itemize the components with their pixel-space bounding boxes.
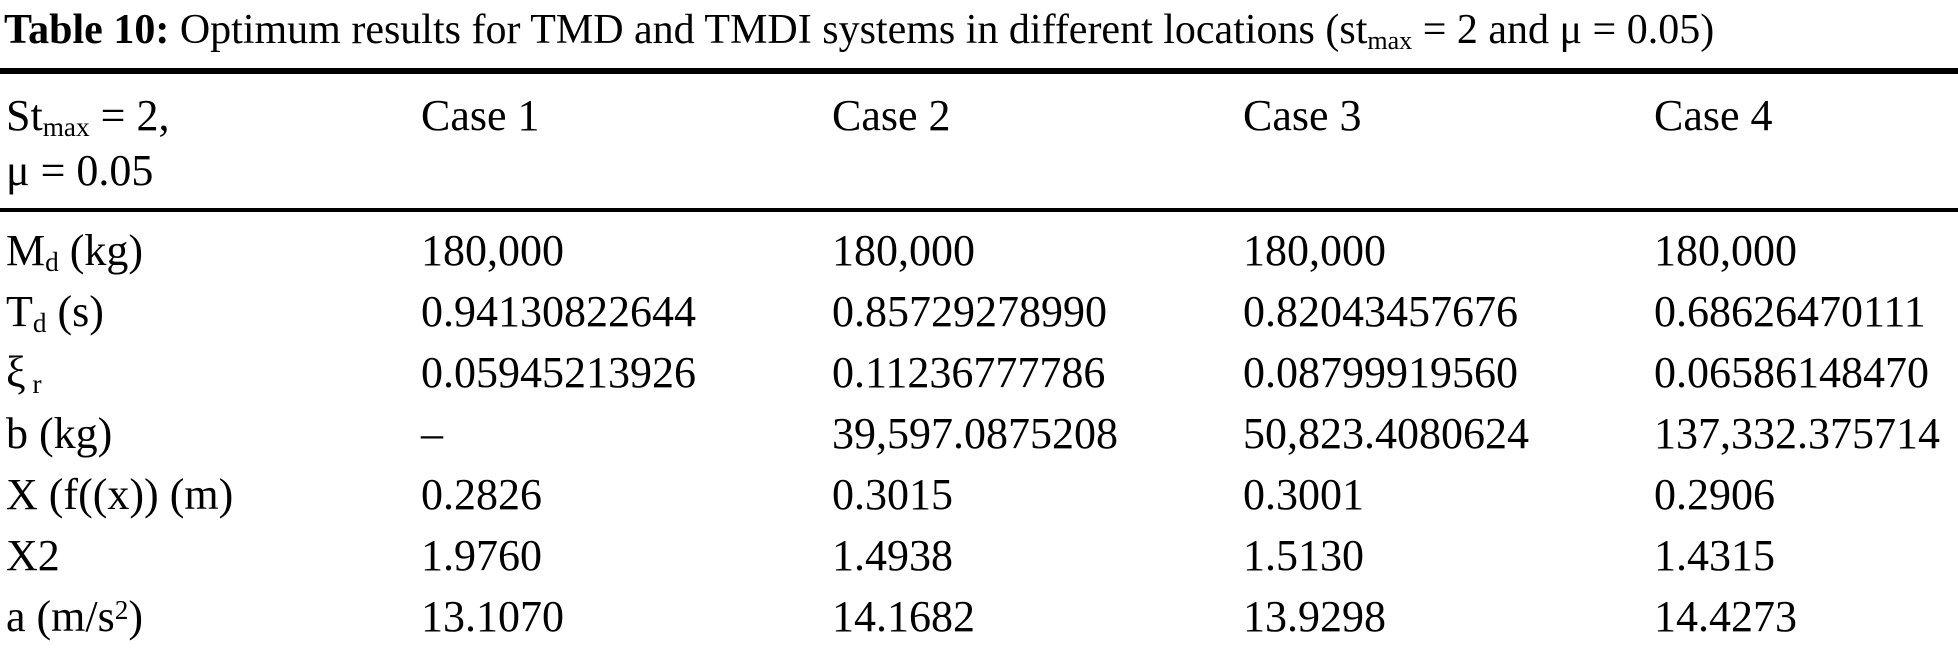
value-cell: 13.9298 bbox=[1243, 592, 1386, 641]
column-header-case1: Case 1 bbox=[421, 71, 832, 212]
value-cell: – bbox=[421, 409, 443, 458]
value-cell: 1.4938 bbox=[832, 531, 953, 580]
row-label: Td (s) bbox=[6, 287, 104, 338]
value-cell: 180,000 bbox=[832, 226, 975, 275]
value-cell: 0.68626470111 bbox=[1654, 287, 1926, 336]
table-row: Td (s) 0.94130822644 0.85729278990 0.820… bbox=[0, 281, 1958, 342]
column-header-case3: Case 3 bbox=[1243, 71, 1654, 212]
value-cell: 180,000 bbox=[421, 226, 564, 275]
value-cell: 180,000 bbox=[1654, 226, 1797, 275]
value-cell: 1.4315 bbox=[1654, 531, 1775, 580]
table-row: ξ r 0.05945213926 0.11236777786 0.087999… bbox=[0, 342, 1958, 403]
value-cell: 0.05945213926 bbox=[421, 348, 696, 397]
column-header-case4: Case 4 bbox=[1654, 71, 1958, 212]
value-cell: 0.82043457676 bbox=[1243, 287, 1518, 336]
table-caption: Table 10: Optimum results for TMD and TM… bbox=[0, 0, 1958, 56]
value-cell: 1.9760 bbox=[421, 531, 542, 580]
results-table: Stmax = 2, μ = 0.05 Case 1 Case 2 Case 3… bbox=[0, 68, 1958, 650]
row-label: a (m/s2) bbox=[6, 592, 144, 641]
row-label: X2 bbox=[6, 531, 60, 580]
table-row: X (f((x)) (m) 0.2826 0.3015 0.3001 0.290… bbox=[0, 464, 1958, 525]
column-header-case2: Case 2 bbox=[832, 71, 1243, 212]
caption-text-2: = 2 and μ = 0.05) bbox=[1412, 7, 1715, 53]
row-label: b (kg) bbox=[6, 409, 113, 458]
value-cell: 0.85729278990 bbox=[832, 287, 1107, 336]
value-cell: 13.1070 bbox=[421, 592, 564, 641]
value-cell: 0.3001 bbox=[1243, 470, 1364, 519]
value-cell: 0.06586148470 bbox=[1654, 348, 1929, 397]
row-label: X (f((x)) (m) bbox=[6, 470, 234, 519]
value-cell: 0.2826 bbox=[421, 470, 542, 519]
table-row: a (m/s2) 13.1070 14.1682 13.9298 14.4273 bbox=[0, 586, 1958, 650]
table-row: b (kg) – 39,597.0875208 50,823.4080624 1… bbox=[0, 403, 1958, 464]
header-row: Stmax = 2, μ = 0.05 Case 1 Case 2 Case 3… bbox=[0, 71, 1958, 212]
value-cell: 1.5130 bbox=[1243, 531, 1364, 580]
row-label: Md (kg) bbox=[6, 226, 144, 277]
caption-text-1: Optimum results for TMD and TMDI systems… bbox=[169, 7, 1368, 53]
caption-subscript: max bbox=[1367, 25, 1413, 55]
value-cell: 0.11236777786 bbox=[832, 348, 1106, 397]
value-cell: 50,823.4080624 bbox=[1243, 409, 1529, 458]
value-cell: 0.2906 bbox=[1654, 470, 1775, 519]
value-cell: 180,000 bbox=[1243, 226, 1386, 275]
value-cell: 14.1682 bbox=[832, 592, 975, 641]
caption-label: Table 10: bbox=[4, 7, 170, 53]
corner-header: Stmax = 2, μ = 0.05 bbox=[0, 71, 421, 212]
value-cell: 0.94130822644 bbox=[421, 287, 696, 336]
value-cell: 39,597.0875208 bbox=[832, 409, 1118, 458]
table-row: Md (kg) 180,000 180,000 180,000 180,000 bbox=[0, 210, 1958, 281]
value-cell: 0.08799919560 bbox=[1243, 348, 1518, 397]
value-cell: 14.4273 bbox=[1654, 592, 1797, 641]
value-cell: 0.3015 bbox=[832, 470, 953, 519]
value-cell: 137,332.375714 bbox=[1654, 409, 1940, 458]
row-label: ξ r bbox=[6, 348, 42, 399]
table-row: X2 1.9760 1.4938 1.5130 1.4315 bbox=[0, 525, 1958, 586]
